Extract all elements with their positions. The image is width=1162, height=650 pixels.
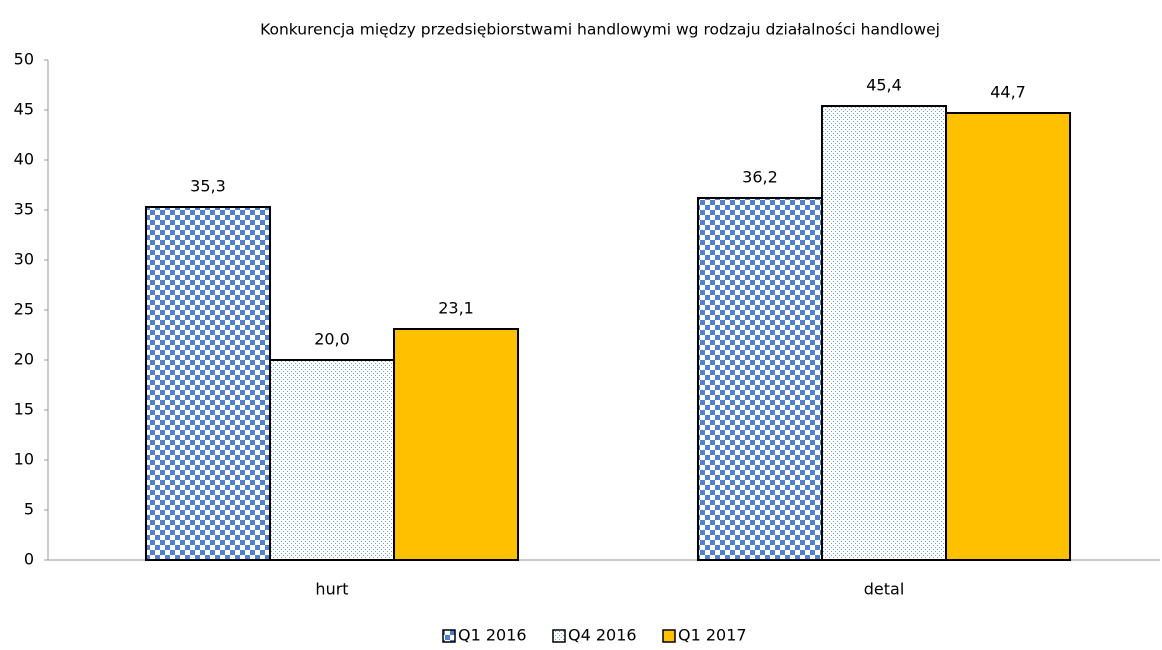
- y-tick-label: 35: [14, 200, 34, 219]
- value-label: 45,4: [866, 76, 902, 95]
- y-tick-label: 5: [24, 500, 34, 519]
- y-tick-label: 45: [14, 100, 34, 119]
- x-tick-label: hurt: [315, 580, 348, 599]
- legend-swatch: [552, 629, 566, 643]
- y-tick-label: 10: [14, 450, 34, 469]
- bar: [820, 105, 948, 561]
- chart-title: Konkurencja między przedsiębiorstwami ha…: [260, 21, 940, 39]
- value-label: 20,0: [314, 330, 350, 349]
- x-tick-label: detal: [864, 580, 905, 599]
- legend-label: Q1 2017: [678, 626, 747, 645]
- bar: [268, 359, 396, 561]
- bar: [393, 328, 520, 561]
- y-tick-label: 40: [14, 150, 34, 169]
- legend-swatch: [662, 629, 676, 643]
- legend-swatch: [442, 629, 456, 643]
- y-tick-label: 20: [14, 350, 34, 369]
- bar: [696, 197, 823, 561]
- value-label: 36,2: [742, 168, 778, 187]
- y-tick-label: 0: [24, 550, 34, 569]
- value-label: 23,1: [438, 299, 474, 318]
- y-tick-label: 25: [14, 300, 34, 319]
- y-tick-label: 15: [14, 400, 34, 419]
- value-label: 44,7: [990, 83, 1026, 102]
- y-tick-label: 30: [14, 250, 34, 269]
- y-tick-label: 50: [14, 50, 34, 69]
- bar: [945, 112, 1072, 561]
- legend-label: Q4 2016: [568, 626, 637, 645]
- bar: [144, 206, 271, 561]
- legend-label: Q1 2016: [458, 626, 527, 645]
- value-label: 35,3: [190, 177, 226, 196]
